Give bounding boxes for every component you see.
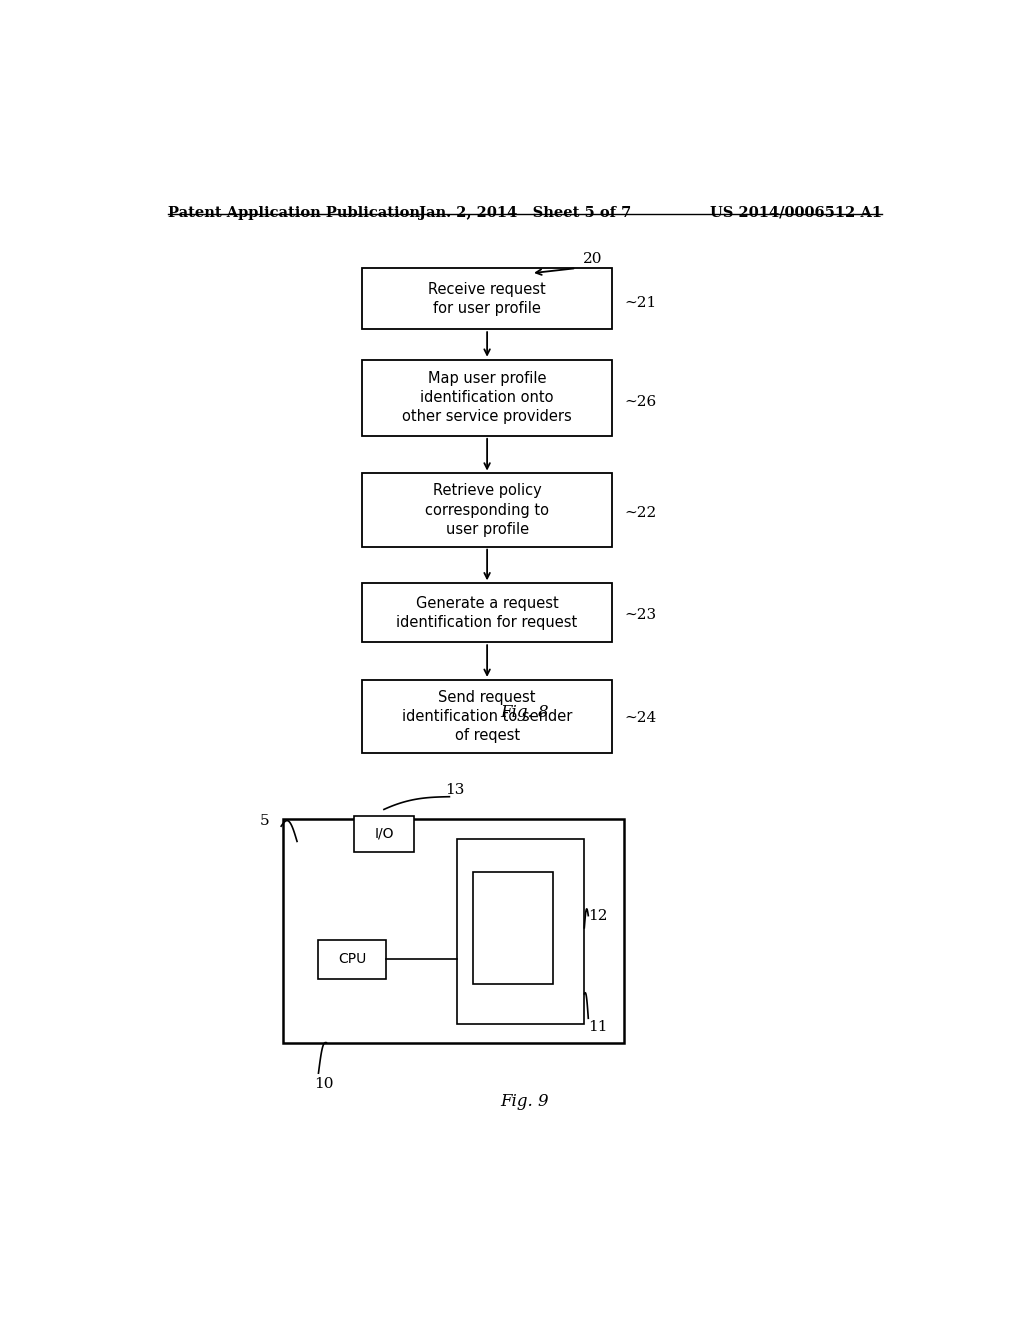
Bar <box>283 818 624 1043</box>
Text: ∼23: ∼23 <box>624 607 656 622</box>
Bar <box>362 680 612 752</box>
Text: ∼24: ∼24 <box>624 711 656 726</box>
Text: Patent Application Publication: Patent Application Publication <box>168 206 420 219</box>
Bar <box>473 873 553 983</box>
Text: Generate a request
identification for request: Generate a request identification for re… <box>396 595 578 630</box>
Text: 11: 11 <box>588 1020 608 1035</box>
Text: 12: 12 <box>588 908 608 923</box>
Text: 13: 13 <box>445 783 465 797</box>
Text: Send request
identification to sender
of reqest: Send request identification to sender of… <box>401 690 572 743</box>
Text: Retrieve policy
corresponding to
user profile: Retrieve policy corresponding to user pr… <box>425 483 549 537</box>
Text: 5: 5 <box>260 814 269 828</box>
Bar <box>362 474 612 546</box>
Text: I/O: I/O <box>374 826 393 841</box>
Bar <box>318 940 386 978</box>
Text: US 2014/0006512 A1: US 2014/0006512 A1 <box>710 206 882 219</box>
Bar <box>362 583 612 643</box>
Text: Map user profile
identification onto
other service providers: Map user profile identification onto oth… <box>402 371 572 425</box>
Bar <box>354 816 414 851</box>
Bar <box>362 268 612 329</box>
Text: 10: 10 <box>314 1077 334 1092</box>
Text: ∼26: ∼26 <box>624 395 656 409</box>
Text: Receive request
for user profile: Receive request for user profile <box>428 281 546 315</box>
Text: ∼22: ∼22 <box>624 506 656 520</box>
Text: 20: 20 <box>583 252 602 267</box>
Bar <box>362 359 612 436</box>
Text: CPU: CPU <box>338 952 367 966</box>
Text: Fig. 9: Fig. 9 <box>501 1093 549 1110</box>
Text: Fig. 8: Fig. 8 <box>501 704 549 721</box>
Bar <box>458 840 585 1024</box>
Text: ∼21: ∼21 <box>624 296 656 310</box>
Text: Jan. 2, 2014   Sheet 5 of 7: Jan. 2, 2014 Sheet 5 of 7 <box>419 206 631 219</box>
